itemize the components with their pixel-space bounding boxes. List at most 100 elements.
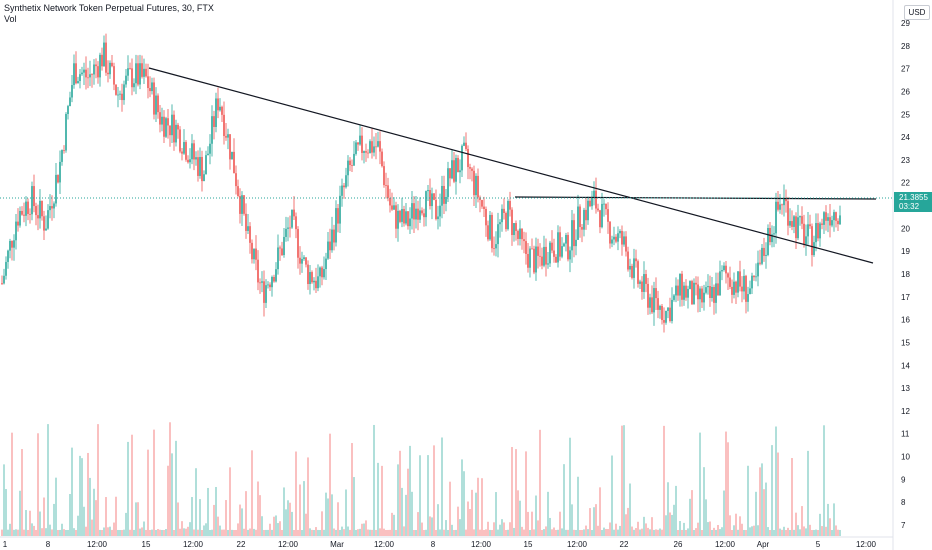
volume-bar: [331, 494, 333, 536]
candle-body: [583, 209, 585, 230]
volume-bar: [1, 529, 3, 536]
candle-body: [607, 209, 609, 222]
volume-bar: [63, 529, 65, 536]
candle-body: [519, 228, 521, 239]
volume-bar: [691, 490, 693, 536]
candle-body: [63, 150, 65, 151]
volume-bar: [163, 530, 165, 536]
volume-bar: [701, 529, 703, 536]
volume-bar: [485, 529, 487, 536]
candle-body: [485, 208, 487, 226]
candle-body: [645, 274, 647, 284]
volume-bar: [387, 529, 389, 536]
trendline[interactable]: [148, 67, 874, 264]
candle-body: [571, 220, 573, 251]
candle-body: [9, 240, 11, 251]
volume-bar: [251, 450, 253, 536]
candle-body: [163, 116, 165, 137]
candle-body: [47, 210, 49, 229]
volume-bar: [731, 529, 733, 536]
candle-body: [187, 159, 189, 163]
volume-bar: [493, 522, 495, 536]
time-tick-label: 15: [524, 540, 533, 549]
candle-body: [221, 106, 223, 115]
candle-body: [735, 281, 737, 293]
volume-bar: [143, 521, 145, 536]
volume-bar: [399, 450, 401, 536]
volume-bar: [751, 526, 753, 536]
candle-body: [75, 63, 77, 84]
volume-bar: [259, 495, 261, 536]
volume-bar: [513, 527, 515, 536]
volume-bar: [707, 522, 709, 536]
volume-bar: [195, 468, 197, 536]
volume-bar: [413, 530, 415, 536]
candle-body: [411, 203, 413, 219]
volume-bar: [571, 504, 573, 536]
candle-body: [561, 246, 563, 257]
volume-bars: [1, 422, 841, 536]
volume-bar: [177, 502, 179, 536]
candle-body: [189, 159, 191, 163]
volume-bar: [629, 483, 631, 536]
time-tick-label: 12:00: [715, 540, 736, 549]
candle-body: [733, 281, 735, 295]
volume-bar: [819, 513, 821, 536]
volume-bar: [639, 529, 641, 536]
candle-body: [287, 227, 289, 229]
candle-body: [421, 210, 423, 214]
volume-bar: [593, 507, 595, 536]
volume-bar: [115, 496, 117, 536]
volume-bar: [613, 529, 615, 536]
volume-bar: [65, 530, 67, 536]
candle-body: [149, 88, 151, 92]
volume-bar: [39, 511, 41, 536]
candle-body: [179, 129, 181, 152]
volume-bar: [529, 530, 531, 536]
candle-body: [835, 212, 837, 221]
volume-bar: [687, 528, 689, 536]
volume-bar: [793, 529, 795, 536]
volume-bar: [507, 529, 509, 536]
time-tick-label: 12:00: [87, 540, 108, 549]
volume-bar: [831, 529, 833, 536]
volume-bar: [137, 502, 139, 536]
candle-body: [659, 306, 661, 310]
candle-body: [511, 209, 513, 236]
candle-body: [697, 284, 699, 300]
candle-body: [207, 153, 209, 156]
volume-bar: [463, 471, 465, 536]
candle-body: [521, 228, 523, 240]
volume-bar: [577, 476, 579, 536]
candle-body: [537, 246, 539, 256]
candle-body: [427, 190, 429, 192]
volume-bar: [49, 524, 51, 536]
candle-body: [549, 242, 551, 264]
volume-bar: [87, 452, 89, 536]
volume-bar: [727, 442, 729, 536]
candle-body: [781, 204, 783, 206]
candle-body: [831, 220, 833, 226]
volume-bar: [723, 490, 725, 536]
volume-bar: [317, 529, 319, 536]
candle-body: [821, 223, 823, 225]
trendline[interactable]: [514, 196, 877, 200]
volume-bar: [185, 528, 187, 536]
price-tick-label: 18: [901, 270, 910, 279]
currency-button[interactable]: USD: [904, 5, 930, 20]
candle-body: [347, 160, 349, 176]
time-tick-label: 12:00: [278, 540, 299, 549]
candle-body: [203, 174, 205, 182]
volume-bar: [127, 441, 129, 536]
volume-bar: [747, 465, 749, 536]
candle-body: [771, 234, 773, 243]
candle-body: [99, 54, 101, 78]
volume-bar: [543, 529, 545, 536]
candle-body: [129, 68, 131, 70]
candle-body: [655, 288, 657, 299]
candle-body: [233, 151, 235, 174]
candle-body: [321, 267, 323, 278]
candle-body: [547, 263, 549, 265]
price-tick-label: 28: [901, 42, 910, 51]
